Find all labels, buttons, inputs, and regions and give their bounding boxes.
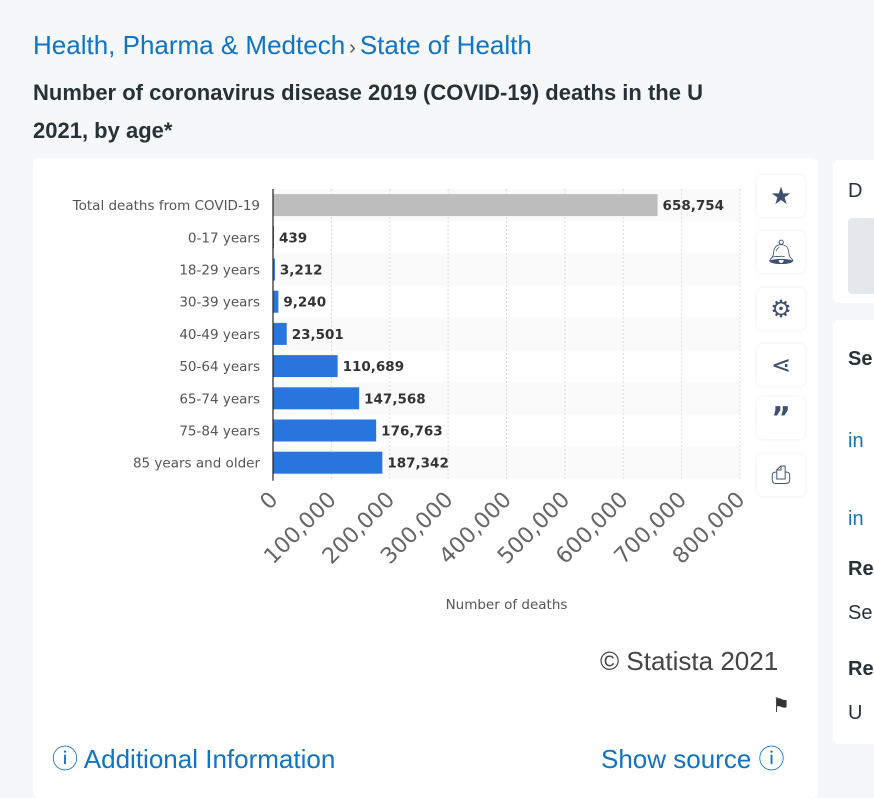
show-source-link[interactable]: Show source ⓘ (601, 739, 785, 776)
copyright: © Statista 2021 (600, 646, 779, 676)
panel-fragment: Re (848, 658, 874, 680)
bar (273, 258, 275, 281)
source-panel (833, 320, 874, 744)
data-label: 658,754 (663, 198, 725, 214)
breadcrumb: Health, Pharma & Medtech › State of Health (33, 30, 532, 61)
data-label: 110,689 (343, 359, 405, 375)
bell-icon[interactable]: 🔔︎ (757, 231, 805, 273)
print-icon[interactable]: ⎙ (757, 454, 805, 496)
title-line: Number of coronavirus disease 2019 (COVI… (33, 80, 703, 105)
quote-icon[interactable]: ” (757, 397, 805, 439)
panel-fragment: Re (848, 558, 874, 580)
additional-info-link[interactable]: ⓘ Additional Information (52, 739, 335, 776)
info-icon: ⓘ (52, 744, 84, 774)
bar (273, 194, 658, 217)
title-line: 2021, by age* (33, 118, 173, 143)
x-axis-title: Number of deaths (446, 597, 568, 613)
panel-fragment: Se (848, 602, 873, 624)
breadcrumb-current[interactable]: State of Health (359, 30, 532, 60)
panel-fragment[interactable]: in (848, 508, 864, 530)
data-label: 176,763 (381, 424, 443, 440)
bar (273, 322, 287, 345)
page-title: Number of coronavirus disease 2019 (COVI… (33, 74, 868, 150)
y-category-label: 0-17 years (188, 230, 260, 246)
download-button[interactable] (848, 218, 874, 294)
gear-icon[interactable]: ⚙ (757, 288, 805, 330)
y-category-label: Total deaths from COVID-19 (72, 198, 260, 214)
star-icon[interactable]: ★ (757, 175, 805, 217)
y-category-label: 65-74 years (179, 391, 260, 407)
x-tick-label: 0 (256, 487, 284, 515)
share-icon[interactable]: ⋖ (757, 344, 805, 386)
flag-icon[interactable]: ⚑ (772, 693, 790, 717)
data-label: 23,501 (292, 327, 344, 343)
y-category-label: 50-64 years (179, 359, 260, 375)
data-label: 439 (279, 230, 307, 246)
y-category-label: 75-84 years (179, 424, 260, 440)
bar (273, 451, 383, 474)
y-category-label: 40-49 years (179, 327, 260, 343)
bar (273, 290, 279, 313)
breadcrumb-parent[interactable]: Health, Pharma & Medtech (33, 30, 346, 60)
data-label: 9,240 (283, 295, 326, 311)
bar (273, 387, 360, 410)
additional-info-label: Additional Information (83, 744, 336, 774)
data-label: 187,342 (387, 456, 449, 472)
bar (273, 355, 338, 378)
panel-fragment: U (848, 702, 863, 724)
data-label: 147,568 (364, 391, 426, 407)
info-icon: ⓘ (751, 744, 785, 774)
bar (273, 419, 377, 442)
panel-fragment[interactable]: in (848, 430, 864, 452)
data-label: 3,212 (280, 263, 323, 279)
panel-fragment: Se (848, 348, 873, 370)
panel-fragment: D (848, 180, 863, 202)
y-category-label: 18-29 years (179, 263, 260, 279)
show-source-label: Show source (601, 744, 752, 774)
y-category-label: 30-39 years (179, 295, 260, 311)
breadcrumb-separator: › (349, 37, 356, 59)
y-category-label: 85 years and older (133, 456, 260, 472)
